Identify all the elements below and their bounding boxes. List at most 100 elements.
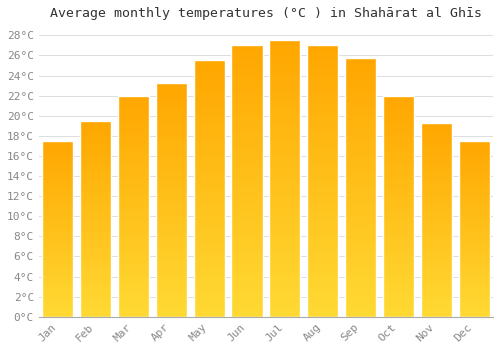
Bar xyxy=(383,149,414,151)
Bar xyxy=(345,82,376,84)
Bar xyxy=(118,202,149,204)
Bar xyxy=(421,214,452,216)
Bar xyxy=(232,292,262,295)
Bar xyxy=(118,257,149,259)
Bar xyxy=(42,225,74,227)
Bar xyxy=(270,184,300,187)
Bar xyxy=(458,292,490,294)
Bar xyxy=(194,212,224,214)
Bar xyxy=(118,100,149,102)
Bar xyxy=(307,135,338,138)
Bar xyxy=(307,195,338,197)
Bar xyxy=(270,308,300,311)
Bar xyxy=(383,306,414,308)
Bar xyxy=(42,152,74,153)
Bar xyxy=(458,185,490,187)
Bar xyxy=(118,313,149,315)
Bar xyxy=(156,277,187,279)
Bar xyxy=(156,300,187,303)
Bar xyxy=(270,110,300,112)
Bar xyxy=(270,40,300,317)
Bar xyxy=(80,199,111,201)
Bar xyxy=(194,130,224,132)
Bar xyxy=(80,154,111,156)
Bar xyxy=(156,251,187,253)
Bar xyxy=(118,273,149,275)
Bar xyxy=(118,301,149,303)
Bar xyxy=(383,257,414,259)
Bar xyxy=(118,186,149,189)
Bar xyxy=(80,160,111,162)
Bar xyxy=(383,288,414,290)
Bar xyxy=(42,248,74,250)
Bar xyxy=(270,251,300,253)
Bar xyxy=(80,242,111,244)
Bar xyxy=(42,201,74,202)
Bar xyxy=(270,154,300,156)
Bar xyxy=(270,88,300,90)
Bar xyxy=(194,94,224,96)
Bar xyxy=(80,260,111,262)
Bar xyxy=(307,219,338,222)
Bar xyxy=(345,157,376,159)
Bar xyxy=(458,262,490,264)
Bar xyxy=(42,204,74,206)
Bar xyxy=(307,62,338,64)
Bar xyxy=(232,214,262,216)
Bar xyxy=(42,296,74,298)
Bar xyxy=(307,249,338,252)
Bar xyxy=(307,46,338,48)
Bar xyxy=(345,268,376,270)
Bar xyxy=(307,80,338,83)
Bar xyxy=(232,233,262,236)
Bar xyxy=(307,121,338,124)
Bar xyxy=(383,244,414,246)
Bar xyxy=(232,91,262,94)
Bar xyxy=(421,305,452,307)
Bar xyxy=(156,181,187,183)
Bar xyxy=(232,211,262,213)
Bar xyxy=(232,94,262,97)
Bar xyxy=(118,297,149,299)
Bar xyxy=(80,150,111,152)
Bar xyxy=(232,124,262,127)
Bar xyxy=(232,151,262,154)
Bar xyxy=(458,289,490,290)
Bar xyxy=(156,284,187,286)
Bar xyxy=(232,46,262,317)
Bar xyxy=(421,266,452,268)
Bar xyxy=(42,238,74,239)
Bar xyxy=(80,293,111,295)
Bar xyxy=(421,284,452,286)
Bar xyxy=(118,173,149,175)
Bar xyxy=(156,155,187,158)
Bar xyxy=(118,219,149,222)
Bar xyxy=(232,80,262,83)
Bar xyxy=(458,315,490,317)
Bar xyxy=(42,273,74,275)
Bar xyxy=(42,292,74,294)
Bar xyxy=(156,195,187,197)
Bar xyxy=(345,208,376,211)
Bar xyxy=(345,77,376,79)
Bar xyxy=(270,203,300,206)
Bar xyxy=(421,295,452,298)
Bar xyxy=(156,134,187,136)
Bar xyxy=(270,209,300,212)
Bar xyxy=(307,309,338,312)
Bar xyxy=(42,231,74,232)
Bar xyxy=(270,306,300,308)
Bar xyxy=(194,176,224,178)
Bar xyxy=(383,155,414,158)
Bar xyxy=(421,288,452,290)
Bar xyxy=(270,60,300,62)
Bar xyxy=(270,195,300,198)
Bar xyxy=(270,198,300,201)
Bar xyxy=(345,211,376,213)
Bar xyxy=(458,218,490,220)
Bar xyxy=(156,204,187,207)
Bar xyxy=(232,48,262,51)
Bar xyxy=(118,284,149,286)
Bar xyxy=(383,303,414,306)
Bar xyxy=(383,129,414,131)
